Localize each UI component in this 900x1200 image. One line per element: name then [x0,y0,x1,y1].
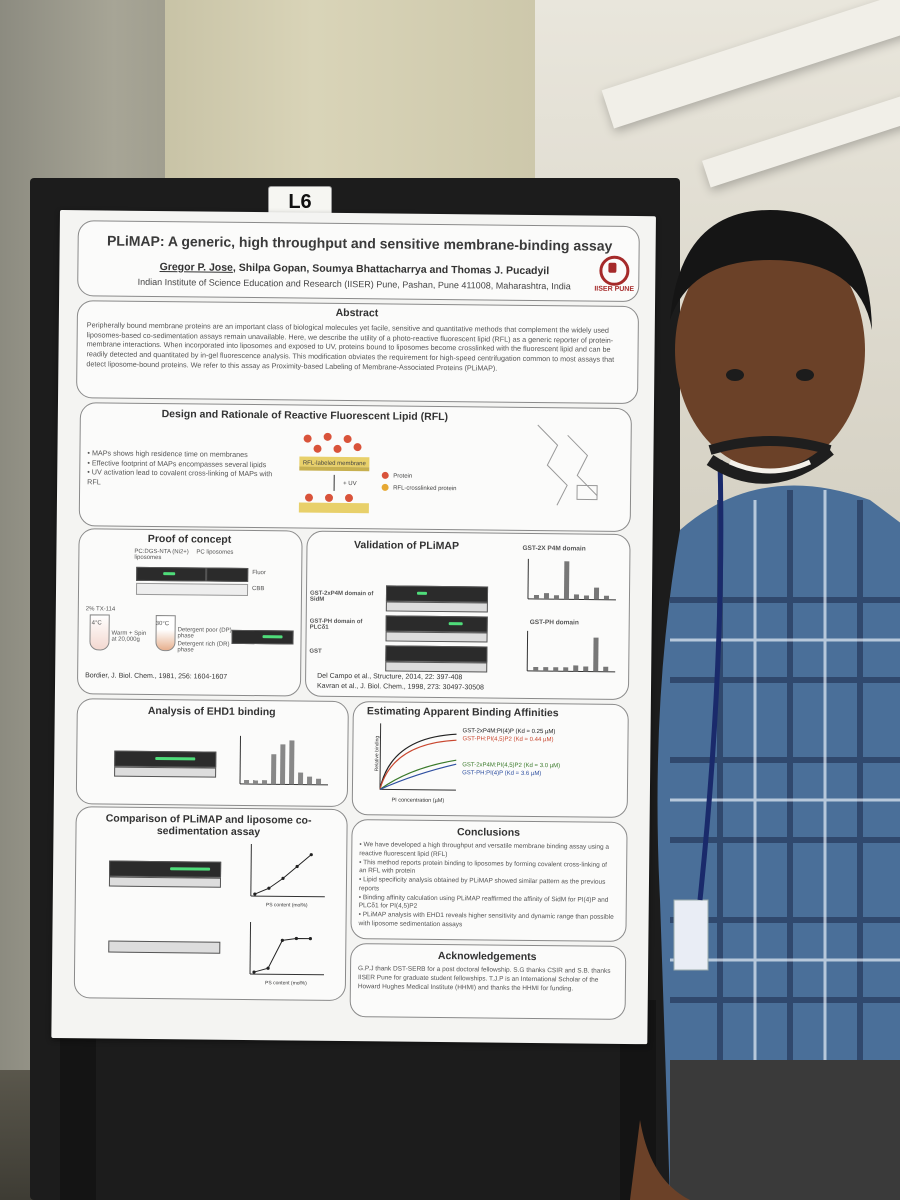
membrane-label: RFL-labeled membrane [303,461,367,468]
proof-fluor-label: Fluor [252,570,266,577]
rfl-structure-icon [537,424,598,506]
ehd1-bar-chart [239,735,329,786]
validation-chart1-title: GST-2X P4M domain [522,544,586,553]
validation-gel-2b [385,631,488,643]
affinity-xlabel: PI concentration (µM) [391,798,444,805]
validation-gel-3 [385,645,488,663]
design-bullet: UV activation lead to covalent cross-lin… [87,467,273,487]
conclusion-item: We have developed a high throughput and … [359,841,610,858]
validation-bar-chart-2 [526,630,616,673]
legend-protein: Protein [393,474,412,480]
acknowledgements-text: G.P.J thank DST-SERB for a post doctoral… [357,965,611,992]
conclusion-item: PLiMAP analysis with EHD1 reveals higher… [358,911,614,929]
abstract-text: Peripherally bound membrane proteins are… [86,320,615,373]
proof-gel-phase [231,629,294,645]
proof-cbb-label: CBB [252,586,265,593]
comparison-sedimentation-chart: PS content (mol%) [249,922,325,987]
rfl-diagram: RFL-labeled membrane + UV Protein RFL-cr… [298,432,456,514]
comparison-gel-1 [109,860,222,878]
comparison-xlabel-2: PS content (mol%) [265,980,307,986]
affinity-binding-chart: Relative binding PI concentration (µM) [374,723,457,805]
comparison-title: Comparison of PLiMAP and liposome co-sed… [105,812,312,839]
affinity-legend-2: GST-2xP4M:PI(4,5)P2 (Kd = 3.0 µM) [462,762,561,770]
validation-gel-1 [385,585,489,603]
proof-temp1: 4°C [91,620,102,627]
validation-gel-2 [385,615,488,633]
validation-row3: GST [309,648,322,655]
conclusions-list: • We have developed a high throughput an… [358,841,614,929]
lanyard [697,459,724,901]
comparison-plimap-chart: PS content (mol%) [250,844,325,909]
validation-chart2-title: GST-PH domain [529,618,579,627]
conclusion-item: Lipid specificity analysis obtained by P… [358,876,606,893]
affinity-legend-0: GST-2xP4M:PI(4)P (Kd = 0.25 µM) [462,728,556,736]
proof-phase-poor: Detergent poor (DP) phase [177,627,232,640]
proof-gel-cbb [135,582,249,596]
comparison-gel-1b [108,876,222,888]
proof-lipo1: PC:DGS-NTA (Ni2+) liposomes [134,548,189,562]
validation-gel-1b [385,601,488,613]
presenter-person [630,210,900,1200]
design-bullets: • MAPs shows high residence time on memb… [87,448,273,487]
protein-markers [303,432,362,453]
validation-gel-3b [385,661,488,673]
research-poster: PLiMAP: A generic, high throughput and s… [51,210,656,1045]
validation-row1: GST-2xP4M domain of SidM [309,590,374,603]
legend-crosslinked: RFL-crosslinked protein [393,486,456,493]
proof-gel-fluor-2 [206,567,249,582]
proof-warm: Warm + Spin at 20,000g [111,630,147,643]
conclusion-item: Binding affinity calculation using PLiMA… [358,893,609,911]
validation-row2: GST-PH domain of PLCδ1 [309,618,363,631]
uv-label: + UV [343,481,357,487]
conclusion-item: This method reports protein binding to l… [359,858,608,876]
affinity-legend-1: GST-PH:PI(4,5)P2 (Kd = 0.44 µM) [462,736,554,744]
affinity-ylabel: Relative binding [374,736,380,772]
proof-lipo2: PC liposomes [196,549,234,556]
validation-title: Validation of PLiMAP [353,539,460,553]
comparison-gel-2 [108,940,221,954]
proof-title: Proof of concept [147,532,232,546]
id-badge [673,899,709,971]
affinity-legend-3: GST-PH:PI(4)P (Kd = 3.6 µM) [462,770,542,778]
proof-phase-rich: Detergent rich (DR) phase [177,641,230,654]
ehd1-gel-fluor [114,750,217,768]
first-author: Gregor P. Jose [159,261,233,274]
proof-triton: 2% TX-114 [85,606,116,613]
proof-temp2: 30°C [155,621,170,628]
proof-gel-fluor [136,566,207,582]
ehd1-gel-cbb [114,766,217,778]
comparison-xlabel: PS content (mol%) [266,902,308,908]
validation-bar-chart-1 [527,558,616,601]
